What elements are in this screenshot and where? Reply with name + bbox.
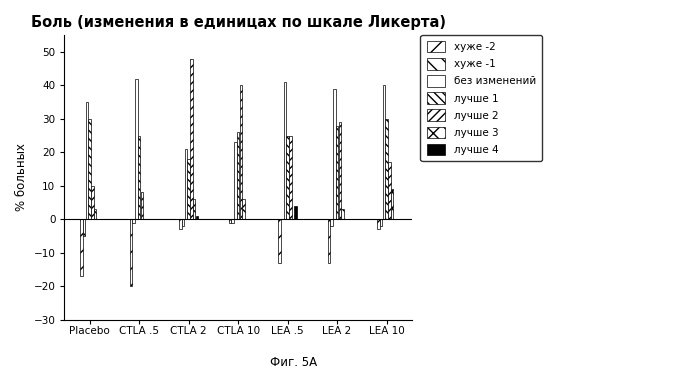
Bar	[86, 102, 88, 219]
Bar	[237, 132, 239, 219]
Bar	[289, 136, 291, 219]
Bar	[284, 82, 286, 219]
Bar	[278, 219, 281, 263]
Bar	[140, 192, 143, 219]
Bar	[88, 119, 91, 219]
Bar	[388, 162, 391, 219]
Bar	[336, 126, 338, 219]
Bar	[91, 186, 94, 219]
Bar	[132, 219, 135, 223]
Bar	[229, 219, 231, 223]
Bar	[240, 85, 242, 219]
Bar	[333, 89, 336, 219]
Bar	[380, 219, 382, 226]
Bar	[328, 219, 330, 263]
Bar	[94, 209, 96, 219]
Bar	[234, 142, 237, 219]
Bar	[243, 199, 245, 219]
Bar	[385, 119, 388, 219]
Bar	[196, 216, 198, 219]
Bar	[182, 219, 185, 226]
Bar	[377, 219, 380, 229]
Bar	[187, 159, 190, 219]
Y-axis label: % больных: % больных	[15, 144, 28, 211]
Bar	[83, 219, 85, 236]
Legend: хуже -2, хуже -1, без изменений, лучше 1, лучше 2, лучше 3, лучше 4: хуже -2, хуже -1, без изменений, лучше 1…	[420, 35, 542, 161]
Bar	[130, 219, 132, 286]
Bar	[135, 79, 138, 219]
Bar	[179, 219, 182, 229]
Bar	[382, 85, 385, 219]
Bar	[231, 219, 234, 223]
Bar	[138, 136, 140, 219]
Bar	[190, 59, 193, 219]
Bar	[391, 189, 394, 219]
Bar	[185, 149, 187, 219]
Title: Боль (изменения в единицах по шкале Ликерта): Боль (изменения в единицах по шкале Лике…	[31, 15, 445, 30]
Bar	[331, 219, 333, 226]
Bar	[193, 199, 195, 219]
Bar	[341, 209, 344, 219]
Bar	[287, 136, 289, 219]
Bar	[338, 122, 341, 219]
Bar	[294, 206, 297, 219]
Bar	[80, 219, 82, 276]
Text: Фиг. 5А: Фиг. 5А	[270, 356, 317, 369]
